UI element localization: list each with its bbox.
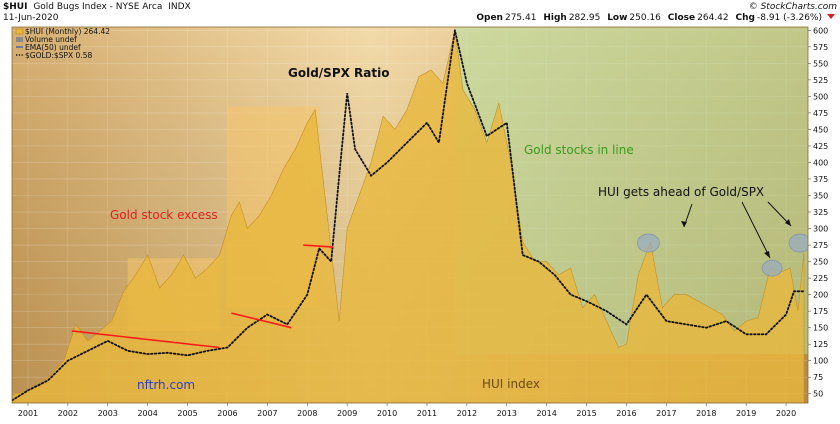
- arrow-2-line: [741, 201, 771, 259]
- y-tick-label: 300: [813, 225, 828, 234]
- plot-border: [11, 26, 809, 404]
- x-tick-label: 2003: [98, 409, 118, 418]
- y-tick-label: 275: [813, 241, 828, 250]
- y-tick-label: 175: [813, 307, 828, 316]
- x-tick-label: 2010: [377, 409, 397, 418]
- highlight-circle-2016: [637, 233, 660, 253]
- watermark-nftrh: nftrh.com: [137, 378, 195, 392]
- annotation-arrows: [681, 201, 792, 259]
- legend-swatch-volume: [16, 37, 23, 42]
- x-tick-label: 2008: [297, 409, 317, 418]
- chart-legend: $HUI (Monthly) 264.42 Volume undef EMA(5…: [15, 27, 110, 60]
- y-tick-label: 100: [813, 357, 828, 366]
- x-tick-label: 2017: [656, 409, 676, 418]
- x-tick-label: 2007: [257, 409, 277, 418]
- chart-date: 11-Jun-2020: [3, 13, 59, 23]
- gold-spx-ratio-series: [12, 30, 805, 402]
- y-tick-label: 400: [813, 158, 828, 167]
- down-arrow-icon: [827, 14, 835, 19]
- arrow-1-head-icon: [681, 221, 687, 227]
- y-tick-label: 200: [813, 291, 828, 300]
- x-tick-label: 2002: [58, 409, 78, 418]
- x-tick-label: 2016: [616, 409, 636, 418]
- y-tick-label: 525: [813, 76, 828, 85]
- y-tick-label: 600: [813, 26, 828, 35]
- x-tick-label: 2020: [776, 409, 796, 418]
- y-tick-label: 500: [813, 92, 828, 101]
- y-tick-label: 450: [813, 125, 828, 134]
- symbol: $HUI: [3, 2, 27, 12]
- y-tick-label: 150: [813, 324, 828, 333]
- x-tick-label: 2004: [137, 409, 157, 418]
- y-tick-label: 250: [813, 258, 828, 267]
- y-tick-label: 50: [813, 390, 823, 399]
- y-tick-label: 425: [813, 142, 828, 151]
- source-credit: © StockCharts.com: [749, 2, 838, 12]
- x-tick-label: 2013: [497, 409, 517, 418]
- y-tick-label: 375: [813, 175, 828, 184]
- index-name: Gold Bugs Index - NYSE Arca: [33, 2, 162, 12]
- exchange: INDX: [168, 2, 190, 12]
- plot-area: [12, 27, 808, 403]
- legend-ratio: $GOLD:$SPX 0.58: [25, 51, 92, 60]
- arrow-3-head-icon: [785, 219, 791, 226]
- x-tick-label: 2005: [177, 409, 197, 418]
- legend-ema: EMA(50) undef: [25, 43, 81, 52]
- x-tick-label: 2012: [457, 409, 477, 418]
- hui-area-series: [12, 30, 805, 403]
- x-tick-label: 2009: [337, 409, 357, 418]
- y-tick-label: 350: [813, 192, 828, 201]
- y-axis: 50 75 100 125 150 175 200 225 250 275 300 325 350 375…: [808, 26, 828, 399]
- trend-line-2002-2005: [71, 330, 220, 349]
- y-tick-label: 575: [813, 43, 828, 52]
- x-tick-label: 2018: [696, 409, 716, 418]
- x-axis: 2001 2002 2003 2004 2005 2006 2007 2008 2009 2010…: [18, 403, 796, 418]
- y-tick-label: 325: [813, 208, 828, 217]
- x-tick-label: 2015: [576, 409, 596, 418]
- y-tick-label: 125: [813, 340, 828, 349]
- y-tick-label: 550: [813, 59, 828, 68]
- annotation-gold-spx-ratio: Gold/SPX Ratio: [288, 66, 389, 80]
- highlight-circle-2019: [761, 259, 783, 277]
- trend-line-2006-2007: [231, 312, 292, 329]
- legend-hui: $HUI (Monthly) 264.42: [25, 27, 110, 36]
- y-tick-label: 225: [813, 274, 828, 283]
- legend-swatch-hui: [15, 28, 24, 35]
- y-tick-label: 75: [813, 373, 823, 382]
- legend-volume: Volume undef: [25, 35, 77, 44]
- ohlc-readout: Open 275.41 High 282.95 Low 250.16 Close 264…: [476, 13, 822, 23]
- y-tick-label: 475: [813, 109, 828, 118]
- x-tick-label: 2011: [417, 409, 437, 418]
- highlight-circle-2020: [788, 233, 808, 253]
- chart-header-title: $HUI Gold Bugs Index - NYSE Arca INDX: [3, 2, 191, 12]
- x-tick-label: 2014: [536, 409, 556, 418]
- x-tick-label: 2019: [736, 409, 756, 418]
- annotation-gold-stock-excess: Gold stock excess: [110, 208, 218, 222]
- x-tick-label: 2001: [18, 409, 38, 418]
- annotation-gold-stocks-in-line: Gold stocks in line: [524, 143, 634, 157]
- trend-line-2008: [303, 244, 334, 248]
- x-tick-label: 2006: [217, 409, 237, 418]
- annotation-hui-index: HUI index: [482, 377, 540, 391]
- annotation-hui-ahead: HUI gets ahead of Gold/SPX: [598, 185, 764, 199]
- arrow-2-head-icon: [764, 251, 770, 258]
